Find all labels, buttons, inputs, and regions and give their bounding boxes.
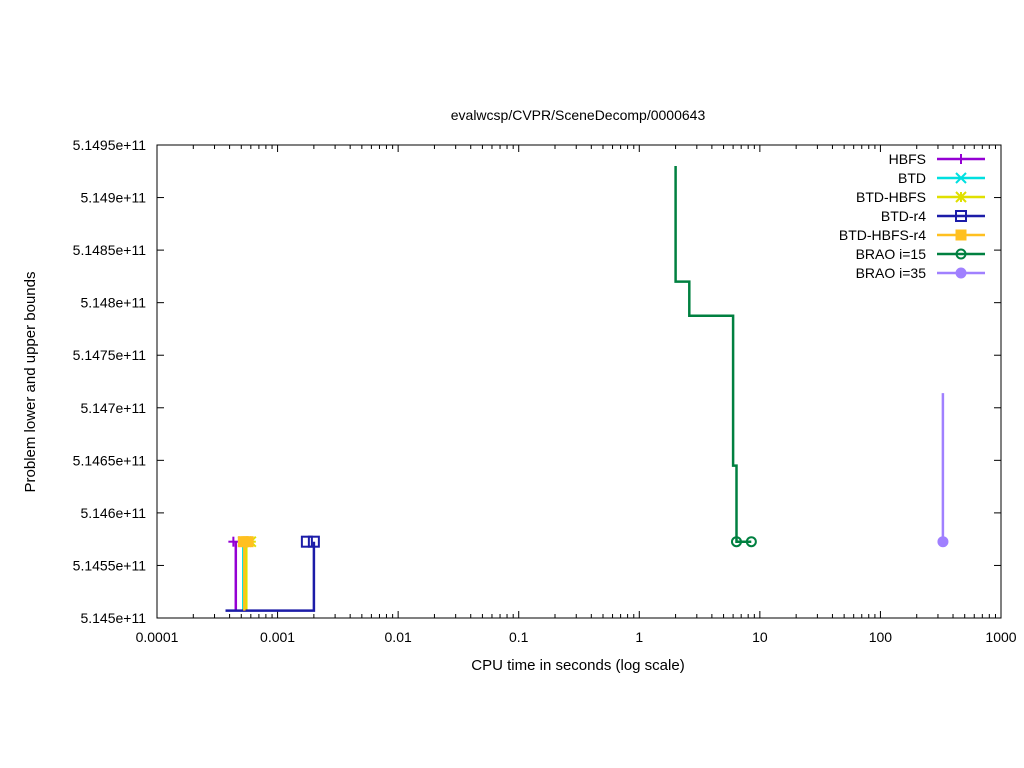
y-tick-label: 5.1495e+11 xyxy=(73,137,147,153)
legend-label: BTD-HBFS-r4 xyxy=(839,227,926,243)
y-tick-label: 5.146e+11 xyxy=(80,505,146,521)
y-tick-label: 5.1475e+11 xyxy=(73,347,147,363)
series-hbfs xyxy=(228,536,239,611)
data-point-brao-i-15 xyxy=(745,536,757,548)
data-point-hbfs xyxy=(228,536,239,547)
legend: HBFS BTD BTD-HBFS BTD-r4 BTD-HBFS-r4 BRAO i=1… xyxy=(839,151,985,281)
x-tick-label: 0.1 xyxy=(509,629,529,645)
legend-label: BTD xyxy=(898,170,926,186)
chart-title: evalwcsp/CVPR/SceneDecomp/0000643 xyxy=(451,107,706,123)
series-btd-hbfs-r4 xyxy=(237,536,254,611)
legend-label: BRAO i=15 xyxy=(856,246,927,262)
legend-marker xyxy=(955,172,967,184)
legend-marker xyxy=(955,210,967,222)
series-btd-r4 xyxy=(225,535,320,612)
legend-marker xyxy=(956,154,966,164)
x-tick-label: 10 xyxy=(752,629,768,645)
data-point-btd-r4 xyxy=(300,535,313,548)
x-axis-ticks: 0.0001 0.001 0.01 0.1 1 10 100 1000 xyxy=(136,145,1017,645)
legend-item-brao-i-15: BRAO i=15 xyxy=(856,246,985,262)
series-brao-i-35 xyxy=(937,393,949,548)
y-tick-label: 5.1455e+11 xyxy=(73,557,147,573)
data-point-brao-i-35 xyxy=(937,536,949,548)
x-axis-label: CPU time in seconds (log scale) xyxy=(471,657,684,674)
data-point-btd-hbfs-r4 xyxy=(242,536,254,548)
x-tick-label: 1 xyxy=(635,629,643,645)
y-tick-label: 5.147e+11 xyxy=(80,400,146,416)
series-layer xyxy=(225,166,949,612)
legend-item-btd-hbfs: BTD-HBFS xyxy=(856,189,985,205)
legend-label: BTD-HBFS xyxy=(856,189,926,205)
legend-item-hbfs: HBFS xyxy=(889,151,985,167)
y-tick-label: 5.1465e+11 xyxy=(73,452,147,468)
legend-label: BTD-r4 xyxy=(881,208,926,224)
legend-label: BRAO i=35 xyxy=(856,265,927,281)
plot-frame xyxy=(156,144,1002,619)
y-tick-label: 5.1485e+11 xyxy=(73,242,147,258)
legend-marker xyxy=(955,229,967,241)
legend-item-btd: BTD xyxy=(898,170,985,186)
legend-item-brao-i-35: BRAO i=35 xyxy=(856,265,985,281)
data-point-brao-i-15 xyxy=(730,536,742,548)
y-tick-label: 5.149e+11 xyxy=(80,190,146,206)
legend-label: HBFS xyxy=(889,151,926,167)
series-line-btd-r4 xyxy=(225,541,316,612)
x-tick-label: 1000 xyxy=(985,629,1016,645)
legend-marker xyxy=(955,248,967,260)
y-axis-label: Problem lower and upper bounds xyxy=(22,272,39,493)
x-tick-label: 0.001 xyxy=(260,629,295,645)
series-brao-i-15 xyxy=(674,166,757,548)
x-tick-label: 0.01 xyxy=(385,629,412,645)
y-axis-ticks: 5.145e+11 5.1455e+11 5.146e+11 5.1465e+11 5.… xyxy=(73,137,1001,626)
y-tick-label: 5.145e+11 xyxy=(80,610,146,626)
legend-item-btd-r4: BTD-r4 xyxy=(881,208,985,224)
y-tick-label: 5.148e+11 xyxy=(80,295,146,311)
legend-marker xyxy=(955,191,967,203)
x-tick-label: 0.0001 xyxy=(136,629,179,645)
x-tick-label: 100 xyxy=(869,629,893,645)
legend-item-btd-hbfs-r4: BTD-HBFS-r4 xyxy=(839,227,985,243)
legend-marker xyxy=(955,267,967,279)
series-line-brao-i-15 xyxy=(674,166,752,543)
data-point-btd-r4 xyxy=(307,535,320,548)
